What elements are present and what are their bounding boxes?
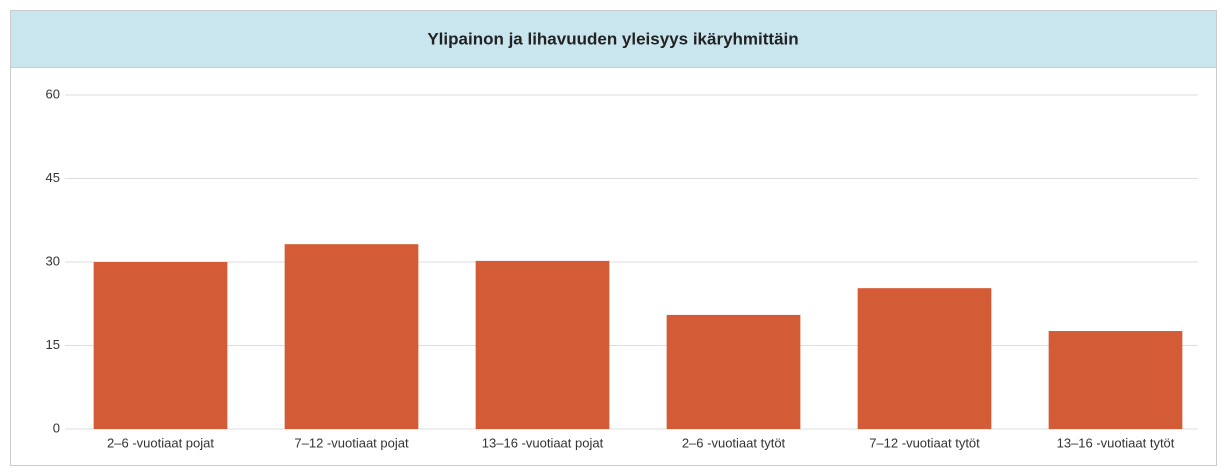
y-tick-label: 30 (46, 253, 60, 268)
y-tick-label: 60 (46, 86, 60, 101)
bar (93, 262, 228, 429)
x-tick-label: 7–12 -vuotiaat tytöt (869, 435, 980, 450)
x-tick-label: 7–12 -vuotiaat pojat (294, 435, 409, 450)
title-bar (10, 10, 1217, 68)
bar (475, 260, 610, 429)
y-tick-label: 0 (53, 420, 60, 435)
x-tick-label: 2–6 -vuotiaat tytöt (682, 435, 786, 450)
bar (857, 288, 992, 429)
bar (666, 314, 801, 429)
chart-title: Ylipainon ja lihavuuden yleisyys ikäryhm… (427, 29, 798, 48)
bar (284, 244, 419, 429)
bar (1048, 331, 1183, 429)
y-tick-label: 45 (46, 170, 60, 185)
x-tick-label: 13–16 -vuotiaat pojat (482, 435, 604, 450)
x-tick-label: 2–6 -vuotiaat pojat (107, 435, 214, 450)
y-tick-label: 15 (46, 337, 60, 352)
x-tick-label: 13–16 -vuotiaat tytöt (1057, 435, 1175, 450)
